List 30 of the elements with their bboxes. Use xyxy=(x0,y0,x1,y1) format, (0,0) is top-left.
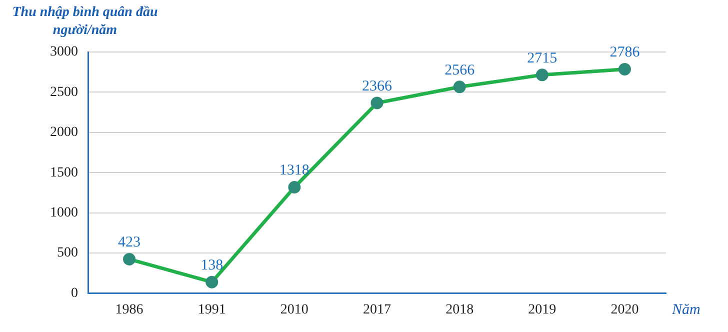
point xyxy=(370,96,384,110)
data-label: 2715 xyxy=(527,50,558,66)
point xyxy=(206,276,218,288)
data-label: 2786 xyxy=(610,44,640,61)
data-label: 423 xyxy=(118,234,141,251)
point xyxy=(536,68,548,82)
y-tick-label: 2500 xyxy=(50,84,78,100)
y-tick-label: 1000 xyxy=(50,205,78,220)
x-tick-label: 2017 xyxy=(363,302,391,318)
y-axis-title: Thu nhập bình quân đầu người/năm xyxy=(11,4,159,40)
x-axis-title: Năm xyxy=(672,302,700,319)
x-tick-label: 2020 xyxy=(610,302,639,318)
point xyxy=(288,180,301,194)
point xyxy=(453,80,466,94)
y-tick-label: 500 xyxy=(57,246,78,261)
y-tick-label: 2000 xyxy=(50,125,78,140)
data-label: 1318 xyxy=(279,162,310,179)
x-tick-label: 1991 xyxy=(198,302,226,318)
data-label: 2566 xyxy=(444,62,476,78)
data-label: 138 xyxy=(200,258,224,274)
x-tick-label: 2010 xyxy=(280,302,308,318)
x-tick-label: 2019 xyxy=(528,302,556,318)
y-tick-label: 3000 xyxy=(50,44,78,60)
point xyxy=(618,62,631,76)
y-tick-label: 0 xyxy=(71,286,78,301)
point xyxy=(123,252,136,266)
y-tick-label: 1500 xyxy=(50,165,78,180)
x-tick-label: 2018 xyxy=(446,302,474,318)
data-label: 2366 xyxy=(362,78,392,94)
x-tick-label: 1986 xyxy=(115,302,144,318)
